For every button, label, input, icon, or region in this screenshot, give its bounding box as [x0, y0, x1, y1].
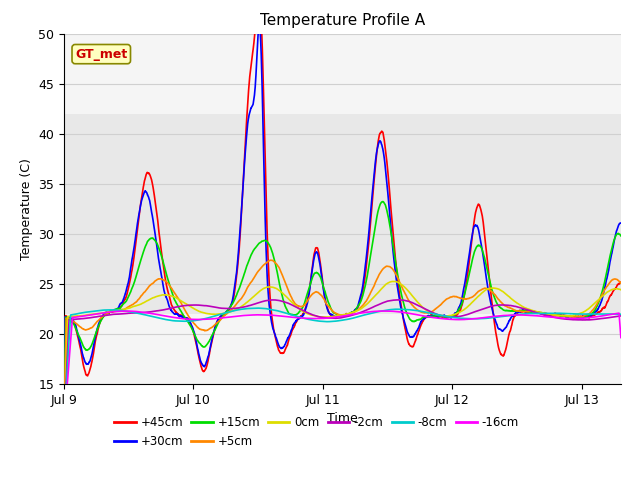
X-axis label: Time: Time — [327, 412, 358, 425]
Legend: +45cm, +30cm, +15cm, +5cm, 0cm, -2cm, -8cm, -16cm: +45cm, +30cm, +15cm, +5cm, 0cm, -2cm, -8… — [115, 416, 519, 448]
Title: Temperature Profile A: Temperature Profile A — [260, 13, 425, 28]
Y-axis label: Temperature (C): Temperature (C) — [20, 158, 33, 260]
Text: GT_met: GT_met — [75, 48, 127, 60]
Bar — [64, 114, 621, 314]
